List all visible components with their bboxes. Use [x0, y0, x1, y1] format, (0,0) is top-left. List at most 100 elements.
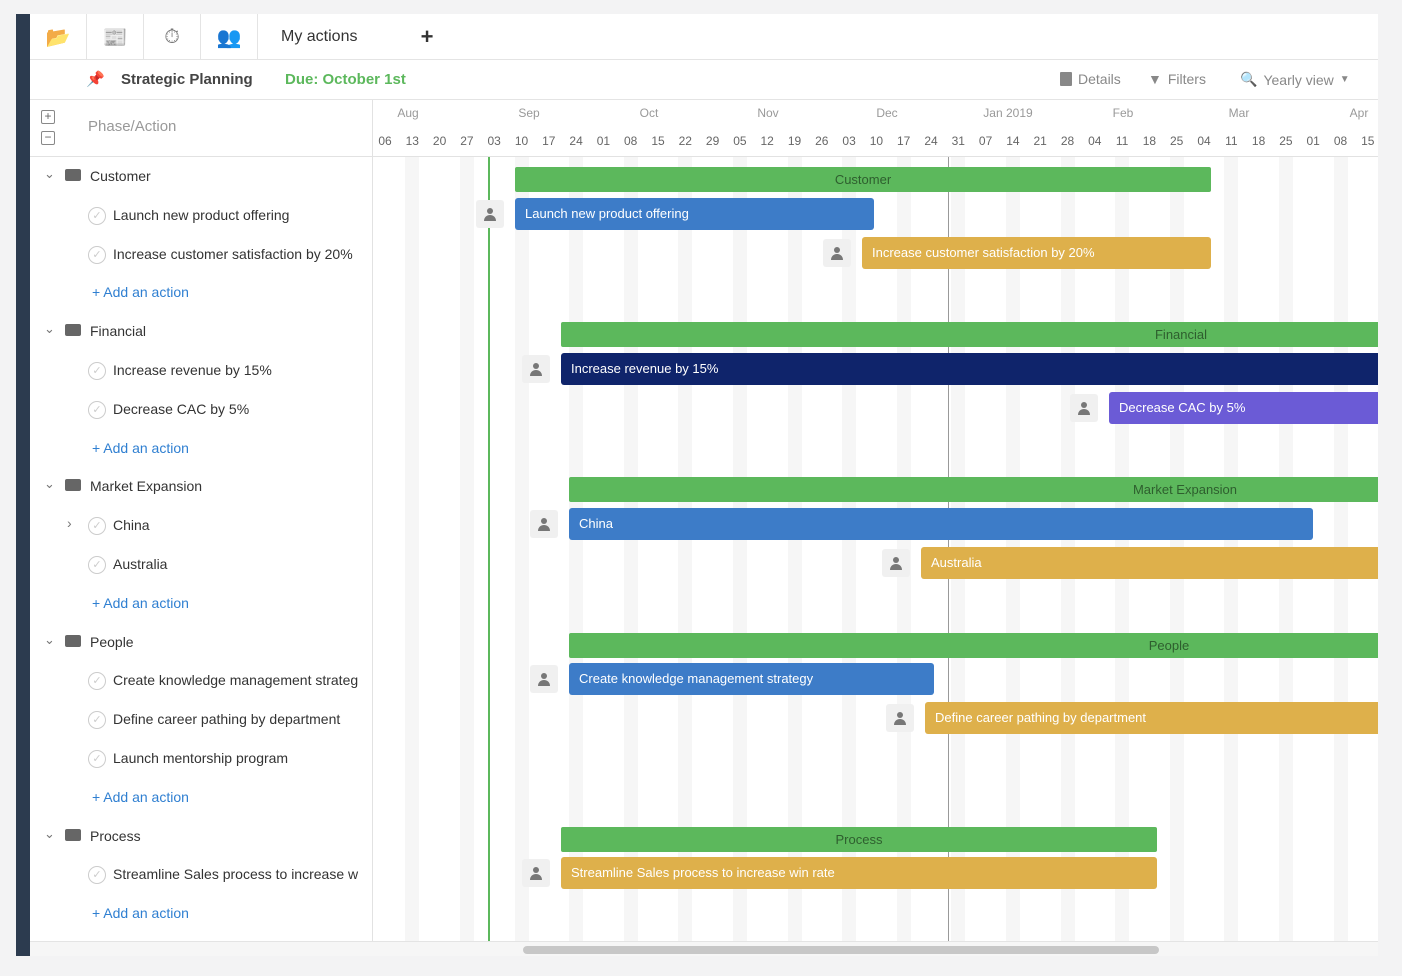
- action-label[interactable]: Create knowledge management strateg: [113, 672, 359, 689]
- phase-bar[interactable]: Customer: [515, 167, 1211, 192]
- panel-header: + − Phase/Action: [30, 100, 372, 157]
- phase-bar[interactable]: Process: [561, 826, 1157, 852]
- action-bar[interactable]: Define career pathing by department: [925, 702, 1378, 735]
- pin-icon[interactable]: 📌: [86, 71, 105, 88]
- user-icon[interactable]: [823, 238, 851, 267]
- check-circle-icon[interactable]: ✓: [88, 245, 106, 264]
- folder-icon: [65, 169, 81, 181]
- check-circle-icon[interactable]: ✓: [88, 711, 106, 730]
- user-icon[interactable]: [882, 549, 910, 577]
- action-bar[interactable]: Launch new product offering: [515, 197, 874, 230]
- tab-my-actions[interactable]: My actions: [281, 28, 358, 45]
- chevron-down-icon[interactable]: ⌄: [44, 476, 55, 492]
- week-label: 18: [1142, 134, 1157, 148]
- phase-label[interactable]: Customer: [90, 168, 151, 184]
- user-icon[interactable]: [522, 355, 550, 383]
- chevron-down-icon[interactable]: ⌄: [44, 631, 55, 647]
- folder-open-icon: 📂: [45, 26, 71, 49]
- tab-plans[interactable]: 📂: [30, 14, 87, 60]
- action-bar[interactable]: China: [569, 508, 1313, 541]
- add-action-link[interactable]: + Add an action: [92, 594, 189, 611]
- expand-all-button[interactable]: +: [41, 110, 55, 124]
- phase-label[interactable]: People: [90, 633, 134, 650]
- check-circle-icon[interactable]: ✓: [88, 556, 106, 574]
- action-label[interactable]: Decrease CAC by 5%: [113, 400, 250, 417]
- add-action-link[interactable]: + Add an action: [92, 788, 189, 805]
- user-icon[interactable]: [886, 704, 914, 733]
- user-icon[interactable]: [476, 199, 504, 228]
- action-bar[interactable]: Create knowledge management strategy: [569, 663, 934, 696]
- details-button[interactable]: Details: [1060, 71, 1121, 87]
- month-label: Apr: [1349, 106, 1369, 120]
- week-label: 08: [624, 134, 638, 148]
- due-date: Due: October 1st: [285, 71, 406, 88]
- week-stripe: [842, 157, 857, 941]
- action-bar[interactable]: Increase customer satisfaction by 20%: [862, 236, 1211, 269]
- month-label: Dec: [876, 106, 898, 120]
- chevron-right-icon[interactable]: ›: [67, 515, 72, 532]
- action-label[interactable]: China: [113, 517, 150, 534]
- phase-label[interactable]: Process: [90, 827, 141, 844]
- week-label: 10: [869, 134, 884, 148]
- action-bar[interactable]: Increase revenue by 15%: [561, 353, 1378, 385]
- user-icon[interactable]: [530, 510, 558, 539]
- folder-icon: [65, 324, 81, 337]
- month-label: Oct: [639, 106, 659, 120]
- action-label[interactable]: Launch mentorship program: [113, 750, 289, 766]
- check-circle-icon[interactable]: ✓: [88, 362, 106, 380]
- scrollbar-thumb[interactable]: [523, 946, 1159, 954]
- user-icon[interactable]: [1070, 393, 1098, 422]
- action-bar[interactable]: Streamline Sales process to increase win…: [561, 857, 1157, 890]
- check-circle-icon[interactable]: ✓: [88, 400, 106, 419]
- phase-bar[interactable]: Market Expansion: [569, 477, 1378, 503]
- phase-label[interactable]: Financial: [90, 323, 147, 340]
- check-circle-icon[interactable]: ✓: [88, 866, 106, 885]
- add-action-link[interactable]: + Add an action: [92, 439, 189, 456]
- gantt-chart: Aug Sep Oct Nov Dec Jan 2019 Feb Mar Apr 06 13 20 27…: [373, 100, 1378, 941]
- action-label[interactable]: Increase customer satisfaction by 20%: [113, 245, 353, 262]
- chevron-down-icon[interactable]: ⌄: [44, 825, 55, 841]
- week-label: 31: [951, 134, 965, 148]
- action-row: ✓ Decrease CAC by 5%: [30, 390, 372, 429]
- check-circle-icon[interactable]: ✓: [88, 517, 106, 536]
- week-label: 15: [1361, 134, 1375, 148]
- collapse-all-button[interactable]: −: [41, 131, 55, 145]
- phase-bar[interactable]: People: [569, 632, 1378, 658]
- tab-timer[interactable]: ⏱: [144, 14, 201, 60]
- action-label[interactable]: Launch new product offering: [113, 206, 290, 223]
- action-row: ✓ Australia: [30, 545, 372, 584]
- week-stripe: [514, 157, 529, 941]
- check-circle-icon[interactable]: ✓: [88, 672, 106, 691]
- filters-button[interactable]: ▼ Filters: [1148, 71, 1206, 87]
- action-row: ✓ Launch new product offering: [30, 196, 372, 235]
- week-stripe: [405, 157, 420, 941]
- add-action-link[interactable]: + Add an action: [92, 905, 189, 922]
- chevron-down-icon[interactable]: ⌄: [44, 321, 55, 337]
- tab-cards[interactable]: 📰: [87, 14, 144, 60]
- phase-row: ⌄ Process: [30, 817, 372, 856]
- folder-icon: [65, 634, 81, 647]
- action-label[interactable]: Increase revenue by 15%: [113, 362, 272, 378]
- action-label[interactable]: Australia: [113, 556, 168, 572]
- action-label[interactable]: Streamline Sales process to increase w: [113, 866, 359, 883]
- check-circle-icon[interactable]: ✓: [88, 206, 106, 225]
- check-circle-icon[interactable]: ✓: [88, 750, 106, 768]
- week-label: 11: [1115, 134, 1129, 148]
- user-icon[interactable]: [522, 859, 550, 888]
- phase-bar[interactable]: Financial: [561, 322, 1378, 348]
- action-bar[interactable]: Decrease CAC by 5%: [1109, 391, 1378, 424]
- phase-label[interactable]: Market Expansion: [90, 478, 203, 495]
- chevron-down-icon[interactable]: ⌄: [44, 166, 55, 181]
- action-label[interactable]: Define career pathing by department: [113, 711, 341, 728]
- action-bar[interactable]: Australia: [921, 547, 1378, 579]
- week-label: 18: [1251, 134, 1266, 148]
- tab-team[interactable]: 👥: [201, 14, 258, 60]
- address-card-icon: 📰: [102, 26, 128, 49]
- view-dropdown[interactable]: 🔍 Yearly view ▼: [1240, 71, 1350, 88]
- month-label: Sep: [518, 106, 540, 120]
- folder-icon: [65, 828, 81, 841]
- horizontal-scrollbar[interactable]: [30, 941, 1378, 956]
- user-icon[interactable]: [530, 665, 558, 694]
- add-tab-button[interactable]: +: [402, 14, 452, 60]
- add-action-link[interactable]: + Add an action: [92, 284, 189, 301]
